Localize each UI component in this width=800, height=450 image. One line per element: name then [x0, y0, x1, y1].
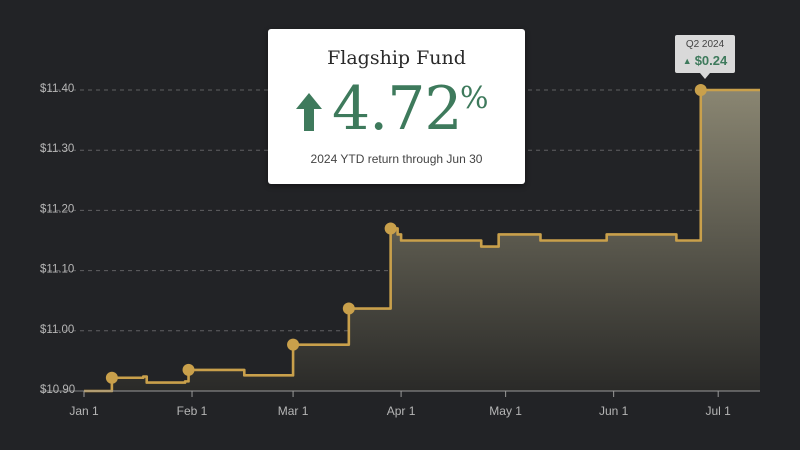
- tooltip-quarter: Q2 2024: [685, 39, 725, 50]
- data-point-marker: [182, 363, 195, 376]
- tooltip-amount: $0.24: [694, 53, 728, 68]
- y-tick-label: $11.30: [40, 143, 74, 155]
- tooltip-amount-row: ▲ $0.24: [675, 53, 735, 68]
- y-tick-label: $11.40: [40, 83, 74, 95]
- y-tick-label: $11.00: [40, 324, 74, 336]
- summary-card: Flagship Fund 4.72 % 2024 YTD return thr…: [268, 29, 525, 184]
- data-point-marker: [694, 84, 707, 96]
- y-tick-label: $11.10: [40, 264, 74, 276]
- data-point-marker: [287, 338, 300, 351]
- triangle-up-icon: ▲: [682, 56, 692, 66]
- x-tick-label: Apr 1: [387, 404, 416, 418]
- return-value: 4.72: [332, 74, 463, 144]
- fund-name: Flagship Fund: [327, 47, 466, 69]
- x-tick-label: Jun 1: [599, 404, 629, 418]
- y-tick-label: $11.20: [40, 203, 74, 215]
- quarter-tooltip: Q2 2024 ▲ $0.24: [675, 35, 735, 79]
- data-point-marker: [105, 371, 118, 384]
- x-tick-label: Feb 1: [177, 404, 208, 418]
- data-point-marker: [384, 222, 397, 235]
- x-tick-label: Jul 1: [706, 404, 732, 418]
- return-subtitle: 2024 YTD return through Jun 30: [310, 152, 483, 166]
- data-point-marker: [342, 302, 355, 315]
- x-tick-label: Mar 1: [278, 404, 309, 418]
- x-tick-label: Jan 1: [69, 404, 99, 418]
- y-tick-label: $10.90: [40, 384, 75, 396]
- return-display: 4.72 %: [268, 71, 525, 151]
- return-unit: %: [460, 81, 489, 116]
- x-tick-label: May 1: [489, 404, 522, 418]
- arrow-up-icon: [296, 93, 322, 131]
